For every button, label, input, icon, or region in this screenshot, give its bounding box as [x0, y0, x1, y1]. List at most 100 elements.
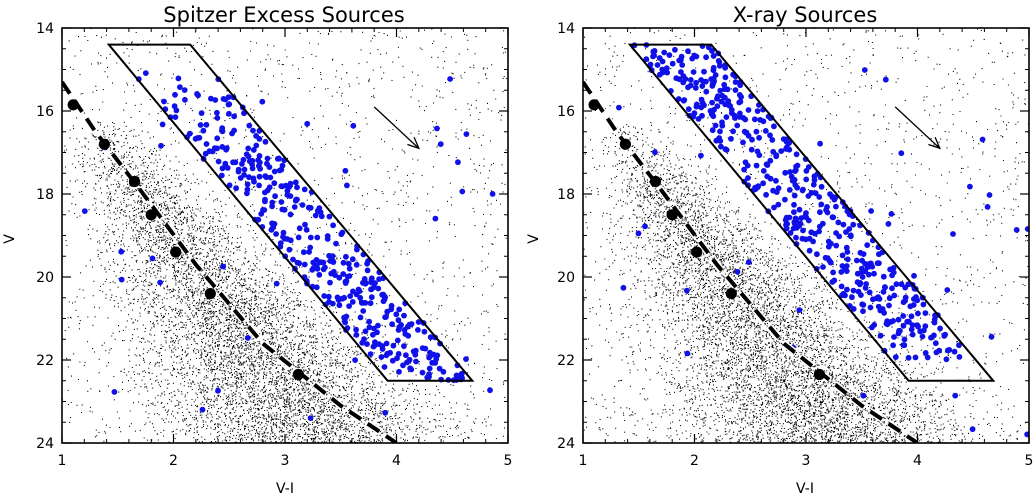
highlighted-source-point — [304, 120, 311, 127]
highlighted-source-point — [861, 67, 868, 73]
panel-title: X-ray Sources — [733, 3, 878, 27]
highlighted-source-point — [764, 173, 771, 180]
highlighted-source-point — [858, 292, 864, 298]
highlighted-source-point — [713, 137, 720, 144]
highlighted-source-point — [314, 234, 321, 241]
x-tick-label: 4 — [392, 453, 401, 469]
highlighted-source-point — [240, 156, 247, 163]
reddening-vector — [373, 106, 420, 149]
highlighted-source-point — [905, 281, 912, 288]
highlighted-source-point — [847, 233, 854, 240]
highlighted-source-point — [224, 165, 231, 171]
highlighted-source-point — [736, 99, 743, 106]
axis-ticks — [582, 27, 1030, 444]
highlighted-source-point — [459, 188, 466, 195]
highlighted-source-point — [864, 242, 871, 249]
highlighted-source-point — [685, 48, 691, 55]
highlighted-source-point — [336, 274, 343, 281]
highlighted-source-point — [762, 127, 769, 134]
highlighted-source-point — [676, 76, 683, 83]
y-tick-label: 18 — [36, 187, 54, 203]
highlighted-source-point — [803, 210, 809, 216]
highlighted-source-point — [900, 322, 907, 329]
highlighted-source-point — [1024, 431, 1029, 438]
highlighted-source-point — [237, 175, 244, 181]
highlighted-source-point — [986, 192, 993, 198]
highlighted-source-point — [831, 277, 838, 284]
highlighted-source-point — [186, 130, 193, 137]
highlighted-source-point — [299, 202, 306, 208]
highlighted-source-point — [412, 347, 419, 354]
highlighted-source-point — [325, 293, 332, 300]
y-tick-label: 24 — [557, 436, 575, 452]
highlighted-source-point — [769, 137, 776, 143]
highlighted-source-point — [294, 196, 300, 203]
highlighted-source-point — [830, 269, 836, 276]
highlighted-source-point — [732, 79, 739, 85]
axis-ticks — [61, 27, 509, 444]
highlighted-source-point — [256, 173, 263, 180]
highlighted-source-point — [353, 326, 359, 333]
highlighted-source-point — [309, 266, 316, 273]
highlighted-source-point — [364, 267, 371, 274]
highlighted-source-point — [262, 189, 268, 196]
highlighted-source-point — [118, 248, 125, 255]
highlighted-source-point — [810, 238, 816, 245]
y-tick-label: 22 — [36, 353, 54, 369]
highlighted-source-point — [307, 244, 314, 251]
highlighted-source-point — [791, 209, 797, 216]
highlighted-source-point — [384, 350, 391, 357]
highlighted-source-point — [756, 134, 762, 141]
highlighted-source-point — [701, 68, 707, 75]
highlighted-source-point — [932, 340, 939, 347]
isochrone-marker — [170, 246, 182, 258]
highlighted-source-point — [751, 116, 758, 123]
highlighted-source-point — [271, 180, 278, 187]
highlighted-source-point — [867, 304, 874, 311]
x-tick-label: 5 — [504, 453, 513, 469]
highlighted-source-point — [346, 303, 352, 309]
highlighted-source-point — [353, 332, 360, 338]
highlighted-source-point — [844, 249, 851, 255]
highlighted-source-point — [362, 328, 369, 335]
highlighted-source-point — [214, 115, 221, 121]
highlighted-source-point — [901, 336, 908, 343]
highlighted-source-point — [383, 340, 390, 347]
highlighted-source-point — [812, 230, 818, 237]
highlighted-source-point — [709, 99, 715, 106]
highlighted-source-point — [719, 122, 726, 129]
highlighted-source-point — [463, 356, 469, 362]
highlighted-source-point — [920, 301, 927, 308]
highlighted-source-point — [307, 415, 314, 421]
highlighted-source-point — [244, 181, 251, 188]
highlighted-source-point — [262, 198, 268, 205]
highlighted-source-point — [839, 252, 846, 259]
highlighted-source-point — [382, 294, 388, 301]
highlighted-source-point — [360, 308, 367, 314]
highlighted-source-point — [909, 322, 916, 328]
y-tick-label: 24 — [36, 436, 54, 452]
highlighted-source-point — [816, 194, 823, 200]
highlighted-source-point — [712, 122, 719, 129]
highlighted-source-point — [915, 310, 921, 317]
y-tick-label: 18 — [557, 187, 575, 203]
highlighted-source-point — [405, 332, 412, 339]
highlighted-source-point — [787, 169, 793, 175]
highlighted-source-point — [893, 281, 900, 288]
highlighted-source-point — [273, 280, 280, 287]
highlighted-source-point — [984, 204, 991, 210]
highlighted-source-point — [860, 251, 867, 257]
highlighted-source-point — [661, 49, 668, 56]
highlighted-source-point — [877, 332, 884, 339]
highlighted-source-point — [181, 87, 188, 93]
highlighted-source-point — [698, 152, 704, 159]
highlighted-source-point — [760, 180, 766, 187]
highlighted-source-point — [651, 52, 657, 59]
y-tick-label: 16 — [557, 104, 575, 120]
highlighted-source-point — [218, 172, 225, 179]
highlighted-source-point — [860, 308, 866, 315]
plot-area: 1 2 3 4 5 14 16 18 20 22 24 — [36, 21, 512, 469]
highlighted-source-point — [817, 209, 823, 216]
highlighted-source-point — [379, 343, 386, 349]
x-tick-label: 4 — [913, 453, 922, 469]
